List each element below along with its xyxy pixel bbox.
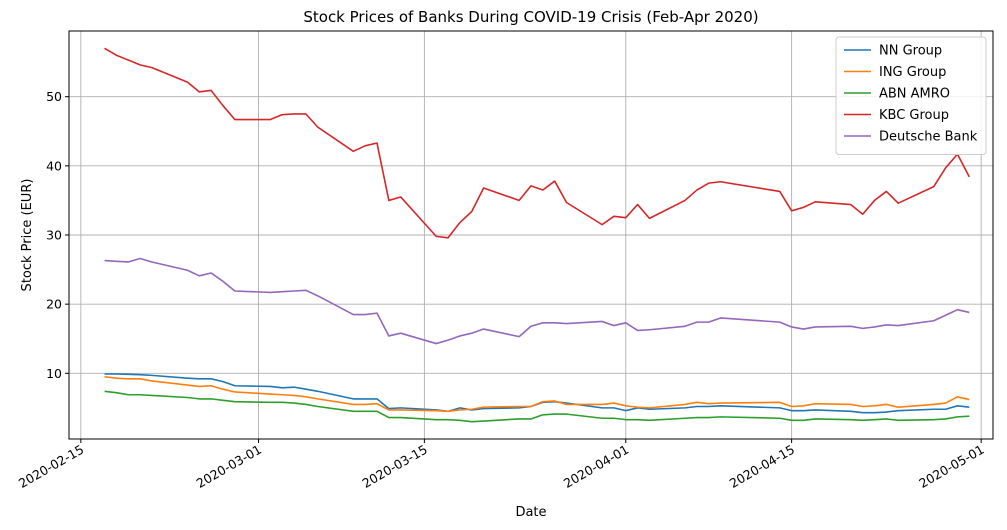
y-tick-label: 30 (46, 228, 62, 243)
legend-label: ABN AMRO (879, 87, 950, 102)
x-tick-label: 2020-03-01 (194, 442, 264, 491)
series-lines (104, 47, 971, 423)
legend-label: NN Group (879, 44, 942, 59)
y-tick-label: 10 (46, 366, 62, 381)
series-line-ing-group (104, 375, 970, 413)
x-tick-label: 2020-04-01 (561, 442, 631, 491)
x-tick-label: 2020-05-01 (916, 442, 986, 491)
y-tick-label: 50 (46, 89, 62, 104)
legend-box (835, 36, 987, 155)
legend: NN Group ING Group ABN AMRO KBC Group Deutsc… (835, 36, 987, 155)
y-axis-title: Stock Price (EUR) (20, 179, 35, 292)
legend-label: KBC Group (879, 108, 949, 123)
x-axis-title: Date (515, 505, 546, 520)
series-line-nn-group (104, 373, 970, 414)
chart-title: Stock Prices of Banks During COVID-19 Cr… (303, 8, 758, 26)
x-tick-label: 2020-04-15 (727, 442, 797, 491)
y-axis: 10 20 30 40 50 (46, 89, 69, 381)
x-axis: 2020-02-15 2020-03-01 2020-03-15 2020-04-01… (16, 439, 987, 491)
series-line-abn-amro (104, 390, 970, 423)
y-tick-label: 40 (46, 158, 62, 173)
x-tick-label: 2020-02-15 (16, 442, 86, 491)
legend-label: Deutsche Bank (879, 130, 978, 145)
series-line-kbc-group (104, 47, 971, 239)
legend-label: ING Group (879, 65, 946, 80)
series-line-deutsche-bank (104, 257, 970, 345)
y-tick-label: 20 (46, 297, 62, 312)
x-tick-label: 2020-03-15 (359, 442, 429, 491)
